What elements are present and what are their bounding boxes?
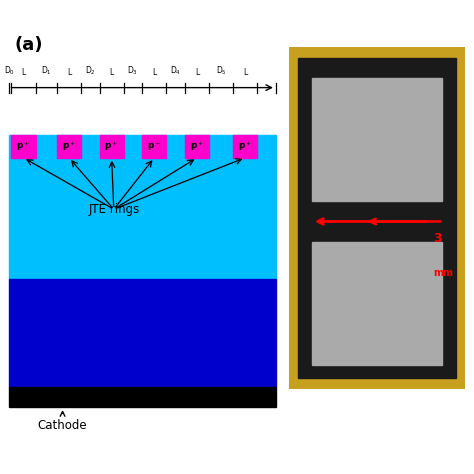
Text: L: L [243, 68, 247, 77]
Text: p$^+$: p$^+$ [62, 139, 76, 153]
Bar [9, 279, 276, 387]
Text: D$_1$: D$_1$ [41, 65, 52, 77]
Text: p$^+$: p$^+$ [190, 139, 204, 153]
Bar [57, 135, 81, 158]
Text: p$^+$: p$^+$ [238, 139, 253, 153]
Text: D$_0$: D$_0$ [4, 65, 16, 77]
Text: (a): (a) [14, 36, 43, 54]
Text: L: L [109, 68, 114, 77]
Text: mm: mm [433, 268, 453, 278]
Text: p$^+$: p$^+$ [104, 139, 119, 153]
Bar [185, 135, 209, 158]
Text: D$_5$: D$_5$ [216, 65, 227, 77]
Text: p$^+$: p$^+$ [147, 139, 162, 153]
Bar [312, 78, 442, 201]
Text: D$_2$: D$_2$ [85, 65, 96, 77]
Text: D$_4$: D$_4$ [170, 65, 181, 77]
Text: L: L [152, 68, 156, 77]
Text: 3: 3 [433, 232, 442, 245]
Bar [11, 135, 36, 158]
Text: L: L [195, 68, 199, 77]
Bar [233, 135, 257, 158]
Text: L: L [21, 68, 26, 77]
Bar [312, 242, 442, 365]
Bar [9, 135, 276, 279]
Text: Cathode: Cathode [38, 411, 87, 432]
Bar [142, 135, 166, 158]
Text: JTE rings: JTE rings [88, 203, 139, 216]
Text: L: L [67, 68, 71, 77]
Bar [100, 135, 124, 158]
Bar [9, 387, 276, 407]
Text: D$_3$: D$_3$ [128, 65, 138, 77]
Text: p$^+$: p$^+$ [16, 139, 31, 153]
